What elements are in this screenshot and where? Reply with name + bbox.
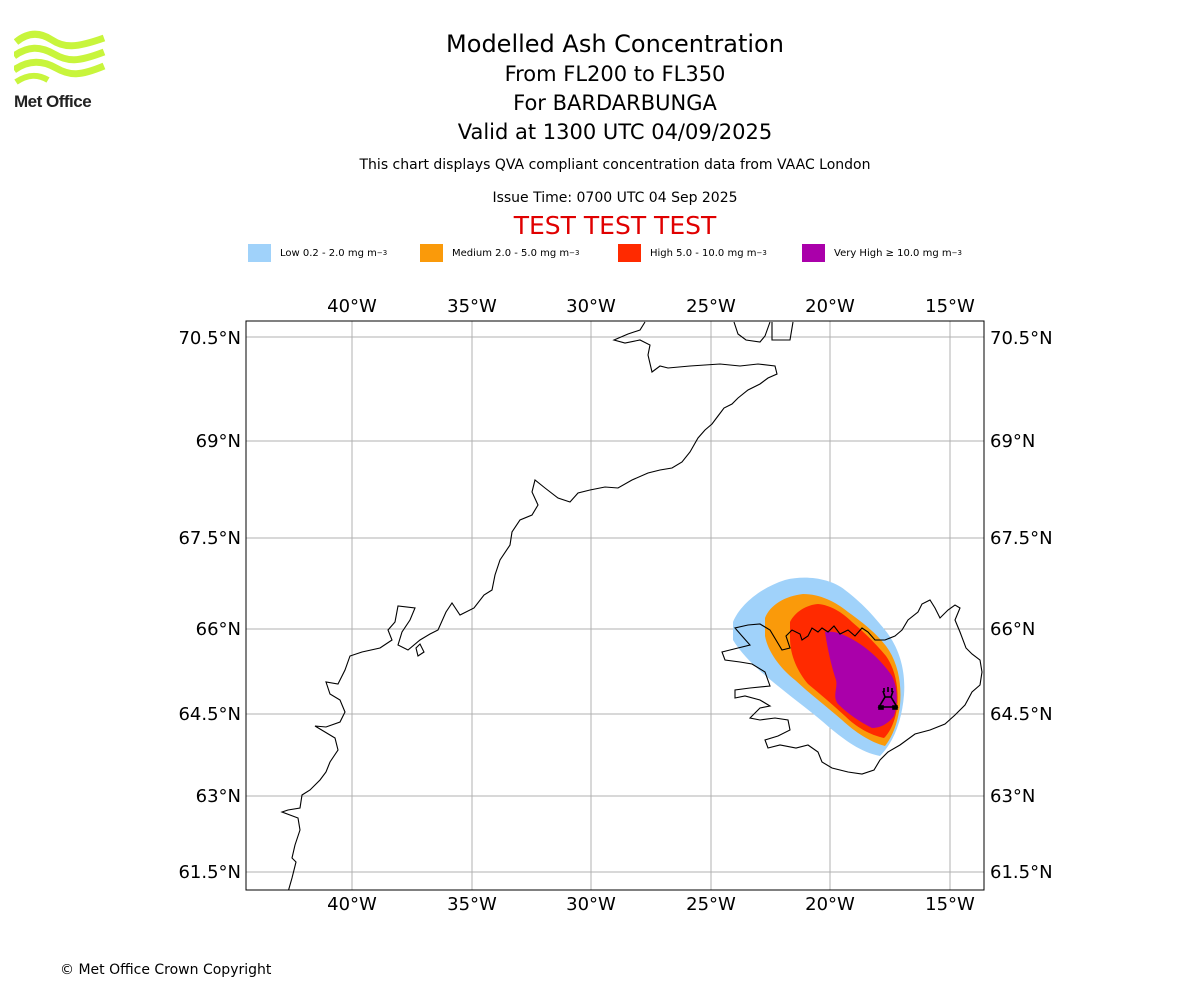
map-frame (245, 320, 985, 891)
chart-description: This chart displays QVA compliant concen… (359, 157, 871, 173)
lon-label: 35°W (447, 894, 497, 915)
lon-label: 35°W (447, 296, 497, 317)
lon-label: 30°W (566, 296, 616, 317)
ash-very-high-region (825, 631, 897, 728)
legend-swatch-medium (420, 244, 443, 262)
lat-label: 61.5°N (178, 862, 241, 883)
chart-title: Modelled Ash Concentration (446, 30, 784, 58)
lat-label: 69°N (196, 431, 241, 452)
lon-label: 15°W (925, 296, 975, 317)
lon-label: 20°W (805, 894, 855, 915)
met-office-logo: Met Office (14, 30, 106, 112)
lon-label: 25°W (686, 296, 736, 317)
legend-item-very-high: Very High ≥ 10.0 mg m −3 (802, 244, 962, 262)
lat-label: 70.5°N (178, 328, 241, 349)
longitude-labels-bottom: 40°W 35°W 30°W 25°W 20°W 15°W (327, 894, 975, 915)
lon-label: 20°W (805, 296, 855, 317)
lon-label: 15°W (925, 894, 975, 915)
issue-time: Issue Time: 0700 UTC 04 Sep 2025 (492, 190, 738, 206)
lon-label: 40°W (327, 894, 377, 915)
lat-label: 69°N (990, 431, 1035, 452)
lon-label: 30°W (566, 894, 616, 915)
logo-text: Met Office (14, 92, 92, 111)
legend-label-very-high: Very High ≥ 10.0 mg m (834, 247, 952, 259)
latitude-labels-right: 70.5°N 69°N 67.5°N 66°N 64.5°N 63°N 61.5… (990, 328, 1053, 883)
copyright-footer: © Met Office Crown Copyright (60, 962, 272, 978)
lat-label: 64.5°N (178, 704, 241, 725)
chart-title-block: Modelled Ash Concentration From FL200 to… (0, 28, 1200, 147)
lat-label: 64.5°N (990, 704, 1053, 725)
legend-item-high: High 5.0 - 10.0 mg m −3 (618, 244, 767, 262)
lat-label: 70.5°N (990, 328, 1053, 349)
legend-swatch-low (248, 244, 271, 262)
map-gridlines (246, 321, 984, 890)
lat-label: 61.5°N (990, 862, 1053, 883)
volcano-icon (877, 687, 899, 710)
latitude-labels-left: 70.5°N 69°N 67.5°N 66°N 64.5°N 63°N 61.5… (178, 328, 241, 883)
test-banner: TEST TEST TEST (513, 211, 717, 240)
lat-label: 67.5°N (178, 528, 241, 549)
lon-label: 40°W (327, 296, 377, 317)
legend-label-medium: Medium 2.0 - 5.0 mg m (452, 247, 570, 259)
lon-label: 25°W (686, 894, 736, 915)
coastline (280, 321, 983, 890)
lat-label: 63°N (990, 786, 1035, 807)
longitude-labels-top: 40°W 35°W 30°W 25°W 20°W 15°W (327, 296, 975, 317)
met-office-waves-icon (14, 30, 106, 85)
lat-label: 67.5°N (990, 528, 1053, 549)
volcano-name: For BARDARBUNGA (513, 91, 717, 115)
flight-level-range: From FL200 to FL350 (504, 62, 726, 86)
valid-time: Valid at 1300 UTC 04/09/2025 (457, 120, 773, 144)
lat-label: 66°N (196, 619, 241, 640)
iceland-coastline (721, 599, 983, 775)
legend-swatch-high (618, 244, 641, 262)
greenland-coastline (280, 321, 778, 890)
lat-label: 63°N (196, 786, 241, 807)
lat-label: 66°N (990, 619, 1035, 640)
legend-label-low: Low 0.2 - 2.0 mg m (280, 247, 377, 259)
legend-label-high: High 5.0 - 10.0 mg m (650, 247, 757, 259)
legend-swatch-very-high (802, 244, 825, 262)
legend-item-medium: Medium 2.0 - 5.0 mg m −3 (420, 244, 579, 262)
legend-item-low: Low 0.2 - 2.0 mg m −3 (248, 244, 387, 262)
